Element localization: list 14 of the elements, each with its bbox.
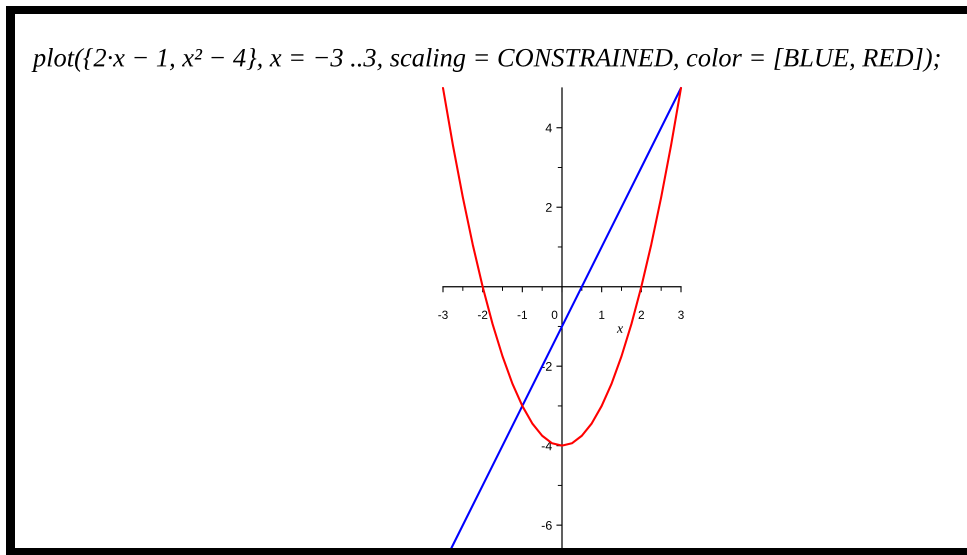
y-tick-label: 2 [546,203,552,212]
x-tick-label: 2 [638,310,644,319]
line-series [450,86,682,550]
x-tick-label: -2 [478,310,488,319]
x-tick-label: 1 [599,310,604,319]
y-tick-label: -6 [542,520,552,530]
y-tick-label: 4 [546,124,552,132]
x-tick-label: 3 [678,310,684,319]
x-tick-label: -3 [438,310,448,319]
y-tick-label: -2 [542,362,552,371]
x-tick-label: -1 [518,310,528,319]
x-axis-title: x [616,326,624,333]
x-tick-label: 0 [552,310,558,319]
chart-title: plot({2·x − 1, x² − 4}, x = −3 ..3, scaling = CONSTRAINED, color = [BLUE, RED]); [31,48,940,72]
